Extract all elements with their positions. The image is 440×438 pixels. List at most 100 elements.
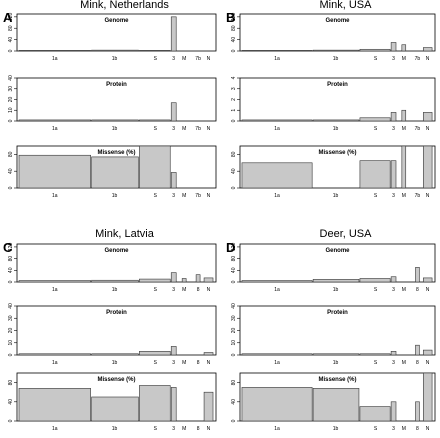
bar-1a (18, 50, 91, 52)
x-tick-label: 1b (112, 287, 118, 293)
x-tick-label: N (426, 193, 430, 199)
x-tick-label: 1b (333, 193, 339, 199)
bar-3 (390, 160, 397, 189)
x-tick-label: M (402, 287, 406, 293)
x-tick-label: N (426, 56, 430, 62)
bar-1b (312, 388, 360, 422)
bar-1a (18, 119, 91, 122)
y-tick-label: 0 (231, 419, 237, 422)
bar-S (359, 48, 391, 52)
x-tick-label: 1a (274, 426, 280, 432)
y-tick-label: 0 (231, 49, 237, 52)
bar-S (359, 160, 391, 189)
y-tick-label: 3 (231, 87, 237, 90)
panel-title: Deer, USA (320, 228, 373, 240)
bar-N (422, 47, 433, 52)
panel-title: Mink, Latvia (95, 228, 155, 240)
y-tick-label: 0 (8, 280, 14, 283)
bar-1b (91, 279, 139, 283)
bar-1a (241, 162, 313, 189)
y-tick-label: 20 (231, 328, 237, 334)
y-tick-label: 40 (8, 303, 14, 309)
x-tick-label: 1b (333, 426, 339, 432)
x-tick-label: 1a (52, 426, 58, 432)
bar-3 (390, 401, 397, 422)
bar-1a (18, 353, 91, 356)
x-tick-label: M (182, 360, 186, 366)
y-tick-label: 0 (8, 119, 14, 122)
x-tick-label: 3 (172, 126, 175, 132)
x-tick-label: 1a (52, 360, 58, 366)
x-tick-label: 1a (52, 56, 58, 62)
panel-letter: C (3, 240, 13, 255)
bar-1a (18, 154, 91, 189)
bar-S (139, 351, 171, 356)
bar-S (139, 119, 171, 122)
y-tick-label: 0 (231, 119, 237, 122)
y-tick-label: 80 (8, 380, 14, 386)
bar-S (139, 278, 171, 283)
x-tick-label: M (182, 287, 186, 293)
subplot-title: Missense (%) (318, 377, 356, 383)
x-tick-label: 1a (274, 360, 280, 366)
y-tick-label: 40 (231, 267, 237, 273)
bar-1b (312, 49, 360, 52)
x-tick-label: S (374, 193, 378, 199)
bar-N (203, 352, 214, 356)
x-tick-label: S (374, 360, 378, 366)
y-tick-label: 120 (231, 243, 237, 252)
x-tick-label: M (402, 56, 406, 62)
x-tick-label: M (402, 360, 406, 366)
bar-S (139, 145, 171, 189)
y-tick-label: 0 (8, 49, 14, 52)
y-tick-label: 10 (231, 340, 237, 346)
x-tick-label: 3 (172, 360, 175, 366)
x-tick-label: 3 (392, 56, 395, 62)
plot-frame (239, 145, 436, 189)
x-tick-label: N (426, 287, 430, 293)
bar-N (422, 349, 433, 356)
y-tick-label: 1 (231, 109, 237, 112)
x-tick-label: 7b (195, 56, 201, 62)
x-tick-label: 1b (333, 360, 339, 366)
bar-3 (390, 42, 397, 52)
bar-1b (91, 119, 139, 122)
x-tick-label: 1a (274, 193, 280, 199)
subplot-title: Protein (327, 310, 348, 316)
x-tick-label: N (207, 56, 211, 62)
bar-S (359, 117, 391, 122)
bar-N (422, 372, 433, 422)
x-tick-label: S (374, 426, 378, 432)
x-tick-label: N (426, 360, 430, 366)
x-tick-label: 8 (197, 287, 200, 293)
bar-1a (18, 280, 91, 283)
bar-1b (312, 353, 360, 356)
bar-M (401, 109, 407, 122)
x-tick-label: M (182, 126, 186, 132)
bar-1a (241, 387, 313, 422)
y-tick-label: 80 (231, 151, 237, 157)
x-tick-label: 8 (416, 287, 419, 293)
bar-S (139, 50, 171, 52)
bar-1a (241, 353, 313, 356)
x-tick-label: 1b (333, 287, 339, 293)
x-tick-label: N (207, 126, 211, 132)
x-tick-label: 1a (274, 287, 280, 293)
subplot-title: Protein (106, 310, 127, 316)
y-tick-label: 20 (8, 328, 14, 334)
bar-1b (91, 49, 139, 52)
y-tick-label: 80 (231, 380, 237, 386)
x-tick-label: 3 (172, 193, 175, 199)
x-tick-label: S (154, 426, 158, 432)
x-tick-label: 3 (392, 426, 395, 432)
x-tick-label: 3 (172, 56, 175, 62)
x-tick-label: 8 (197, 360, 200, 366)
bar-3 (170, 172, 177, 189)
subplot-title: Genome (104, 18, 129, 24)
bar-1a (241, 119, 313, 122)
subplot-title: Protein (327, 82, 348, 88)
y-tick-label: 40 (231, 37, 237, 43)
bar-8 (415, 401, 420, 422)
y-tick-label: 2 (231, 98, 237, 101)
x-tick-label: 1b (112, 56, 118, 62)
